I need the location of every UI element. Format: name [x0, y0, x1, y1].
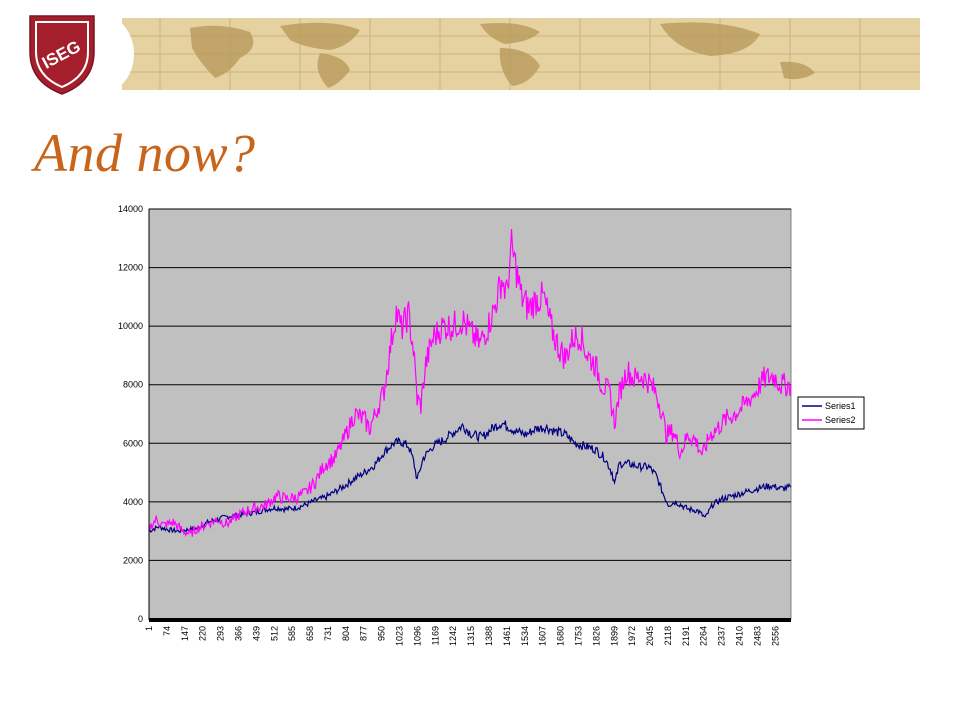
x-tick-label: 2410 [735, 626, 745, 646]
x-tick-label: 1826 [591, 626, 601, 646]
y-tick-label: 10000 [118, 321, 143, 331]
x-tick-label: 950 [377, 626, 387, 641]
x-tick-label: 2483 [752, 626, 762, 646]
y-tick-label: 8000 [123, 380, 143, 390]
series-2-line [148, 228, 792, 537]
x-tick-label: 1972 [627, 626, 637, 646]
x-tick-label: 1753 [573, 626, 583, 646]
x-tick-label: 2337 [717, 626, 727, 646]
x-tick-label: 2264 [699, 626, 709, 646]
x-tick-label: 1023 [395, 626, 405, 646]
x-tick-label: 1242 [448, 626, 458, 646]
x-tick-label: 512 [269, 626, 279, 641]
gridlines [149, 208, 791, 561]
y-tick-label: 12000 [118, 263, 143, 273]
banner-fade [100, 18, 134, 90]
x-tick-label: 1169 [430, 626, 440, 645]
y-axis-ticks: 0 2000 4000 6000 8000 10000 12000 14000 [118, 204, 143, 624]
x-tick-label: 1607 [538, 626, 548, 646]
x-tick-label: 1388 [484, 626, 494, 646]
x-tick-label: 147 [180, 626, 190, 641]
y-tick-label: 2000 [123, 555, 143, 565]
y-tick-label: 0 [138, 614, 143, 624]
x-tick-label: 2556 [770, 626, 780, 646]
x-tick-label: 439 [251, 626, 261, 641]
x-tick-label: 658 [305, 626, 315, 641]
x-tick-label: 731 [323, 626, 333, 641]
x-tick-label: 1 [144, 626, 154, 631]
y-tick-label: 14000 [118, 204, 143, 214]
x-tick-label: 293 [216, 626, 226, 641]
x-tick-label: 1680 [556, 626, 566, 646]
x-axis-ticks: 1 74 147 220 293 366 439 512 585 658 731 804 877 950 1… [144, 626, 780, 646]
x-tick-label: 1315 [466, 626, 476, 646]
x-tick-label: 2191 [681, 626, 691, 646]
x-tick-label: 2118 [663, 626, 673, 645]
slide-title: And now? [34, 123, 256, 183]
x-tick-label: 74 [162, 626, 172, 636]
plot-area [148, 208, 792, 620]
iseg-logo: ISEG [29, 15, 95, 95]
legend-series-1-label: Series1 [825, 401, 856, 411]
x-tick-label: 1096 [412, 626, 422, 646]
x-tick-label: 585 [287, 626, 297, 641]
world-map-banner [100, 18, 920, 90]
x-tick-label: 366 [233, 626, 243, 641]
logo-inner-arc [35, 21, 89, 89]
x-tick-label: 1461 [502, 626, 512, 646]
banner-continents [190, 22, 815, 88]
y-tick-label: 4000 [123, 497, 143, 507]
logo-shield [29, 15, 95, 95]
x-tick-label: 877 [359, 626, 369, 641]
x-tick-label: 804 [341, 626, 351, 641]
series-1-line [148, 420, 792, 534]
legend-box [797, 396, 865, 430]
legend-series-2-label: Series2 [825, 415, 856, 425]
x-tick-label: 1899 [609, 626, 619, 646]
legend: Series1 Series2 [797, 396, 865, 430]
x-tick-label: 2045 [645, 626, 655, 646]
x-tick-label: 220 [198, 626, 208, 641]
y-tick-label: 6000 [123, 438, 143, 448]
x-tick-label: 1534 [520, 626, 530, 646]
